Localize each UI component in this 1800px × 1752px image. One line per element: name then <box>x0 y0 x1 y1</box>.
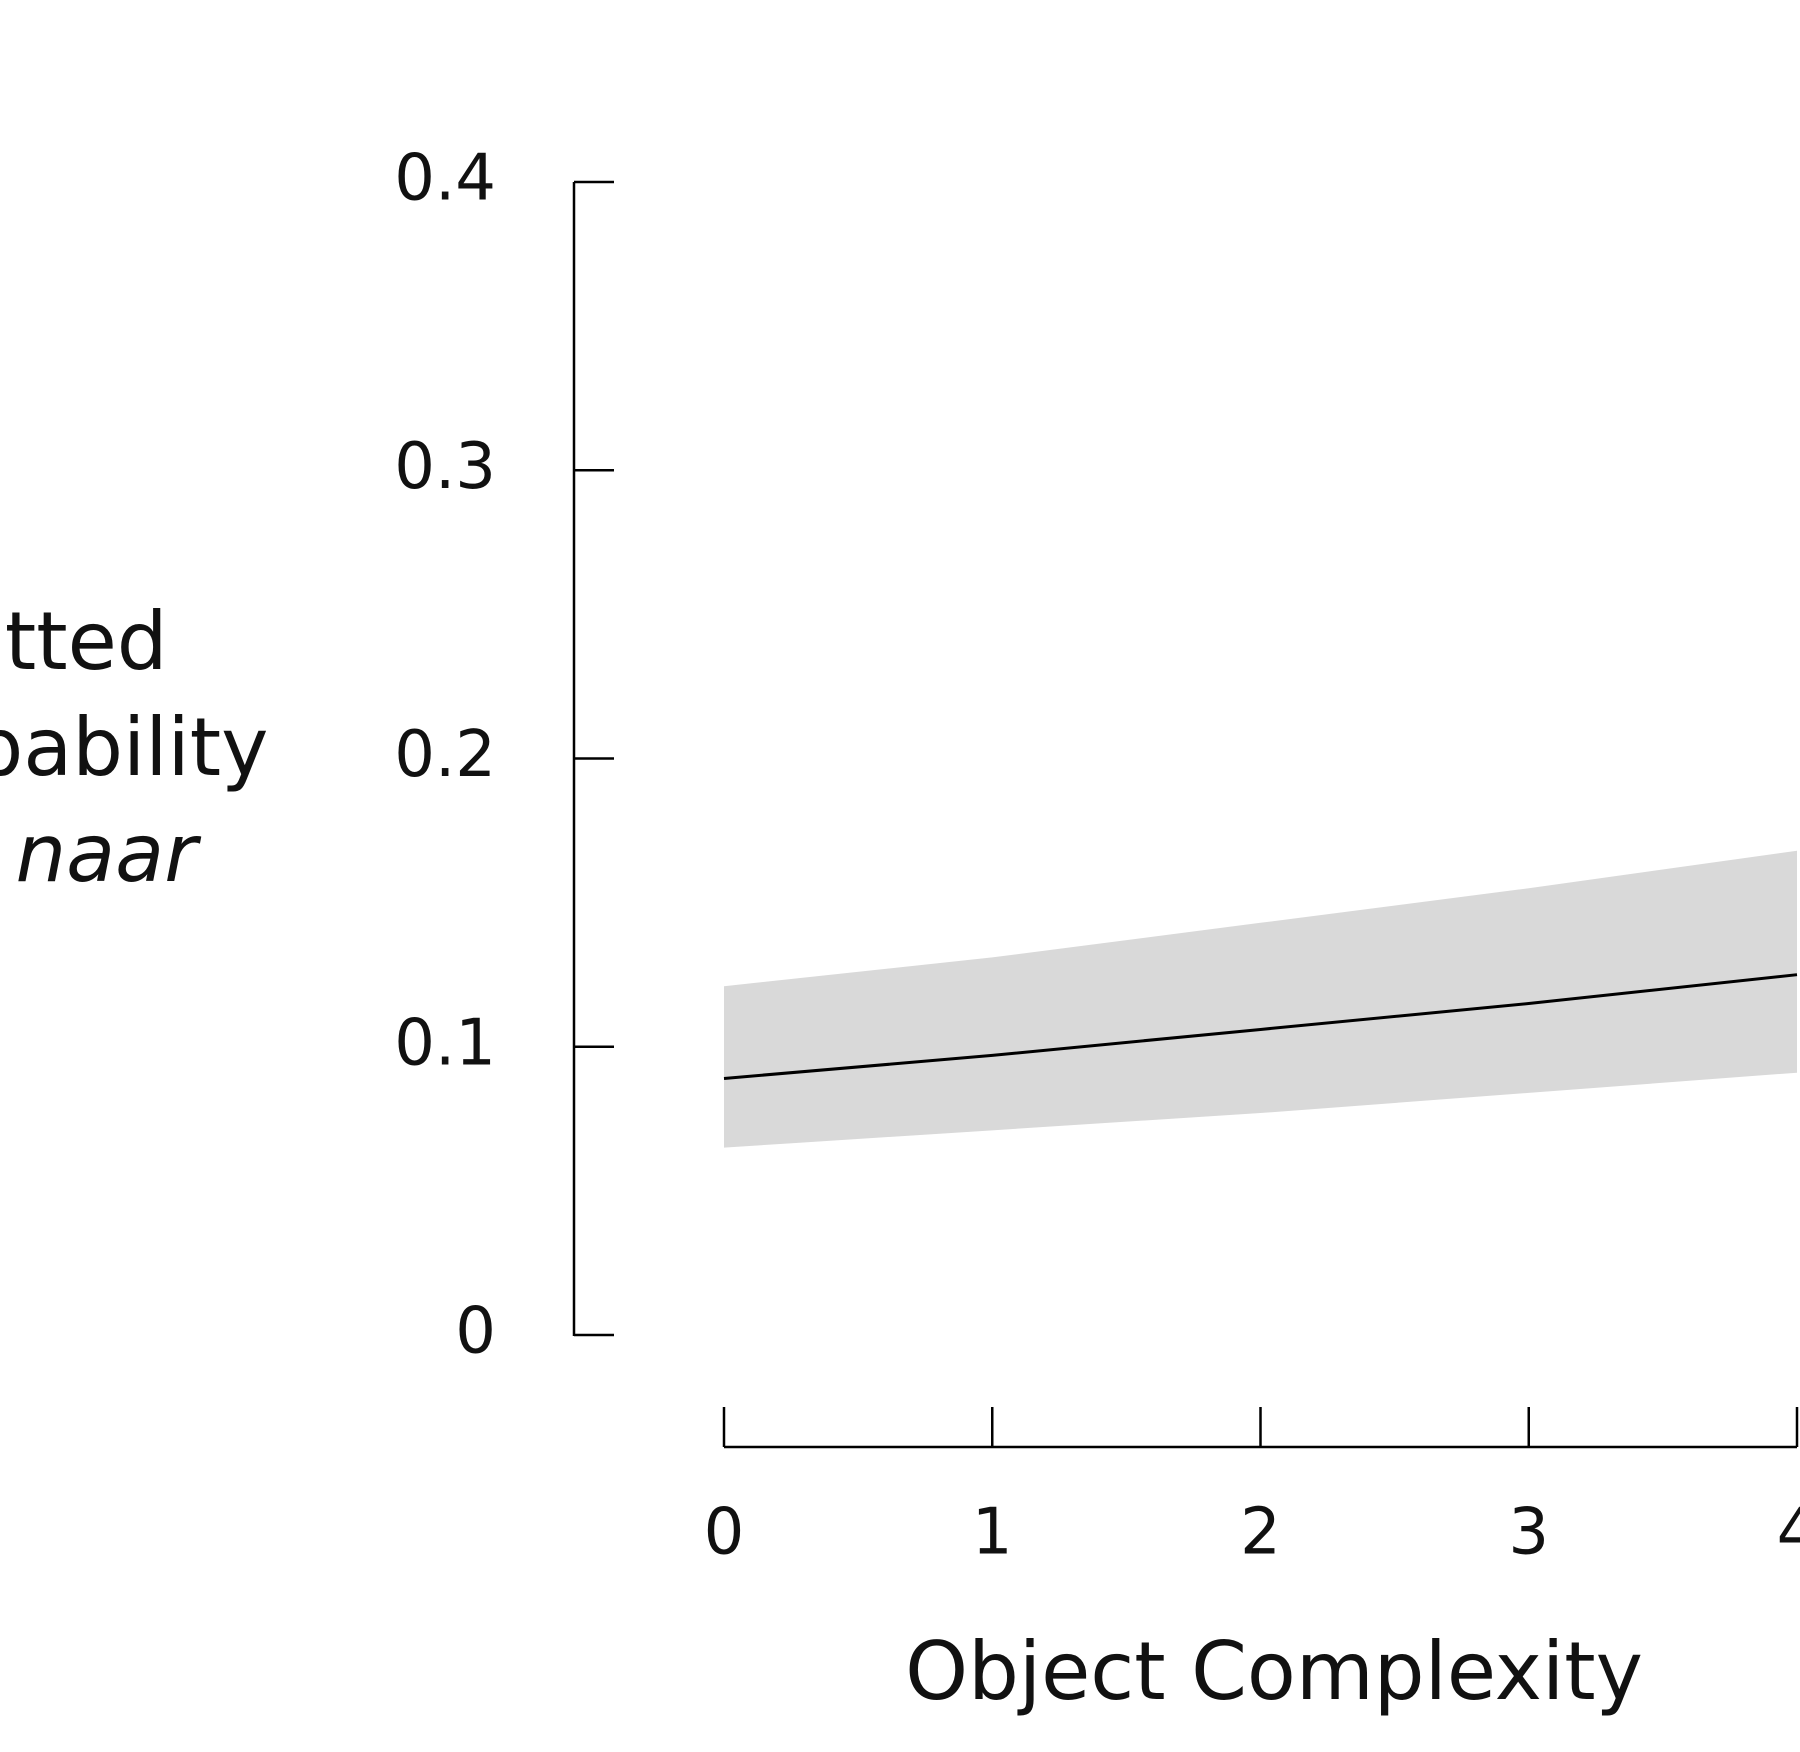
x-tick-label: 3 <box>1508 1496 1549 1570</box>
y-axis-label: naar <box>15 807 202 900</box>
x-tick-label: 1 <box>972 1496 1013 1570</box>
y-tick-label: 0 <box>455 1295 496 1369</box>
confidence-band <box>724 850 1797 1148</box>
fitted-line <box>723 973 1798 1080</box>
y-tick-label: 0.1 <box>394 1006 496 1080</box>
x-axis-label: Object Complexity <box>905 1625 1643 1718</box>
x-tick-label: 4 <box>1777 1496 1800 1570</box>
x-tick-label: 0 <box>704 1496 745 1570</box>
y-tick-label: 0.3 <box>394 430 496 504</box>
y-axis-label: Fitted <box>0 595 168 688</box>
y-tick-label: 0.2 <box>394 718 496 792</box>
x-tick-label: 2 <box>1240 1496 1281 1570</box>
y-axis-label: of naar <box>0 807 202 900</box>
y-tick-label: 0.4 <box>394 142 496 216</box>
y-axis-label: probability <box>0 701 268 794</box>
